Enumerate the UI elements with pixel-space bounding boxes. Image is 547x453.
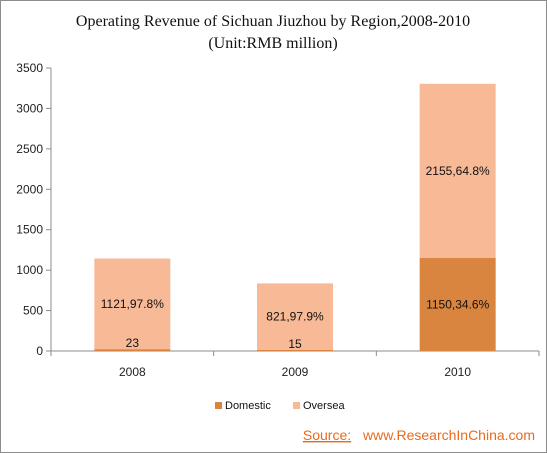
y-tick-label: 3500 <box>16 61 43 75</box>
bar-domestic-2009 <box>257 349 333 351</box>
chart-title: Operating Revenue of Sichuan Jiuzhou by … <box>76 13 470 30</box>
bar-domestic-2010 <box>419 258 496 351</box>
y-tick-label: 2500 <box>16 142 43 156</box>
source-line: Source: www.ResearchInChina.com <box>303 427 535 443</box>
legend-swatch-domestic <box>215 402 222 409</box>
bar-label-group: 23 1121,97.8% 15 821,97.9% 1150,34.6% 2155,64… <box>101 164 490 351</box>
source-label: Source: <box>303 427 351 443</box>
bar-oversea-2009 <box>257 283 333 350</box>
legend-swatch-oversea <box>293 402 300 409</box>
legend-label-oversea: Oversea <box>303 400 345 412</box>
source-url[interactable]: www.ResearchInChina.com <box>362 427 535 443</box>
bar-domestic-2008 <box>94 349 171 351</box>
legend-label-domestic: Domestic <box>225 400 271 412</box>
x-axis-ticks: 2008 2009 2010 <box>50 351 540 379</box>
bar-oversea-2008 <box>94 258 171 350</box>
bar-group <box>94 83 496 351</box>
y-axis-ticks: 0 500 1000 1500 2000 2500 3000 3500 <box>16 61 51 358</box>
data-label-oversea-2010: 2155,64.8% <box>426 164 490 178</box>
x-tick-label: 2008 <box>119 365 146 379</box>
data-label-domestic-2010: 1150,34.6% <box>426 298 489 312</box>
data-label-domestic-2008: 23 <box>126 336 140 350</box>
bar-oversea-2010 <box>419 83 496 259</box>
x-tick-label: 2010 <box>444 365 471 379</box>
y-tick-label: 1500 <box>16 223 43 237</box>
y-tick-label: 1000 <box>16 263 43 277</box>
y-tick-label: 2000 <box>16 182 43 196</box>
data-label-domestic-2009: 15 <box>288 337 302 351</box>
chart-subtitle: (Unit:RMB million) <box>208 35 337 52</box>
y-tick-label: 0 <box>36 344 43 358</box>
x-tick-label: 2009 <box>282 365 309 379</box>
data-label-oversea-2009: 821,97.9% <box>266 310 324 324</box>
legend: Domestic Oversea <box>215 400 345 412</box>
y-tick-label: 3000 <box>16 101 43 115</box>
data-label-oversea-2008: 1121,97.8% <box>101 297 164 311</box>
y-tick-label: 500 <box>23 304 43 318</box>
